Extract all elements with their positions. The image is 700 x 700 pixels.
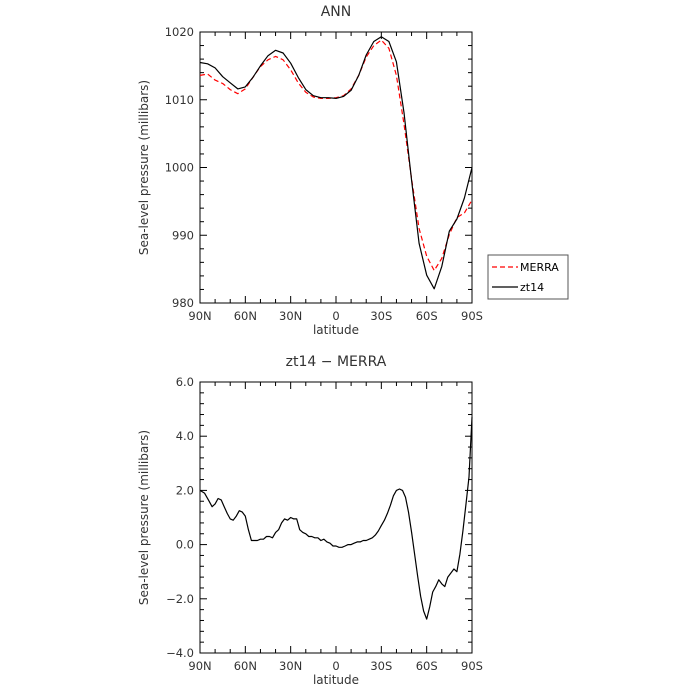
panel2-x-tick-label: 30S bbox=[370, 659, 392, 673]
legend-entry-label: MERRA bbox=[520, 261, 559, 274]
panel1-series-line-merra bbox=[199, 39, 473, 272]
panel2-plot-frame bbox=[199, 381, 473, 654]
panel1-y-tick-label: 980 bbox=[172, 296, 194, 310]
panel2-x-tick-label: 60S bbox=[416, 659, 438, 673]
legend-entry-label: zt14 bbox=[520, 281, 544, 294]
panel1-y-tick-label: 990 bbox=[172, 228, 194, 242]
panel2-y-tick-label: −4.0 bbox=[166, 646, 194, 660]
panel2-y-tick-label: 4.0 bbox=[176, 429, 194, 443]
panel1-x-tick-label: 90N bbox=[188, 309, 211, 323]
panel2-series-line-difference bbox=[199, 417, 473, 620]
panel1-x-tick-label: 60S bbox=[416, 309, 438, 323]
panel2-y-tick-label: 0.0 bbox=[176, 538, 194, 552]
panel1-y-tick-label: 1010 bbox=[165, 93, 194, 107]
panel1-y-tick-label: 1000 bbox=[165, 161, 194, 175]
panel2-y-tick-label: 6.0 bbox=[176, 375, 194, 389]
panel1-x-tick-label: 30N bbox=[279, 309, 302, 323]
panel1-series-line-zt14 bbox=[199, 36, 473, 290]
panel1-x-axis-label: latitude bbox=[313, 323, 359, 337]
panel1-x-tick-label: 60N bbox=[234, 309, 257, 323]
legend-box bbox=[487, 254, 569, 300]
panel2-title: zt14 − MERRA bbox=[286, 354, 387, 370]
panel2-x-tick-label: 30N bbox=[279, 659, 302, 673]
panel1-y-axis-label: Sea-level pressure (millibars) bbox=[137, 80, 151, 255]
panel1-x-tick-label: 0 bbox=[332, 309, 339, 323]
panel2-x-tick-label: 60N bbox=[234, 659, 257, 673]
panel1-title: ANN bbox=[321, 4, 352, 20]
panel2-x-tick-label: 0 bbox=[332, 659, 339, 673]
panel2-x-axis-label: latitude bbox=[313, 673, 359, 687]
panel1-legend: MERRA zt14 bbox=[487, 254, 569, 300]
panel1-x-tick-label: 90S bbox=[461, 309, 483, 323]
panel2-y-tick-label: 2.0 bbox=[176, 483, 194, 497]
panel2-x-tick-label: 90S bbox=[461, 659, 483, 673]
panel1-plot-frame bbox=[199, 31, 473, 304]
panel2-x-tick-label: 90N bbox=[188, 659, 211, 673]
panel2-y-tick-label: −2.0 bbox=[166, 592, 194, 606]
panel1-x-tick-label: 30S bbox=[370, 309, 392, 323]
panel1-y-tick-label: 1020 bbox=[165, 25, 194, 39]
panel2-y-axis-label: Sea-level pressure (millibars) bbox=[137, 430, 151, 605]
